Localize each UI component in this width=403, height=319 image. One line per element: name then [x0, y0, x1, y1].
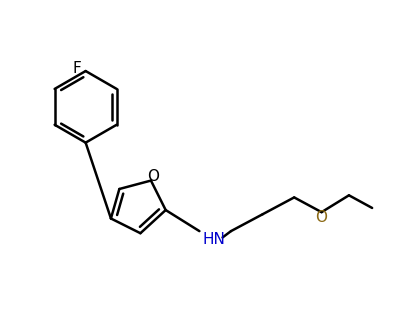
- Text: F: F: [72, 62, 81, 77]
- Text: O: O: [147, 169, 159, 184]
- Text: HN: HN: [203, 232, 226, 247]
- Text: O: O: [316, 210, 328, 225]
